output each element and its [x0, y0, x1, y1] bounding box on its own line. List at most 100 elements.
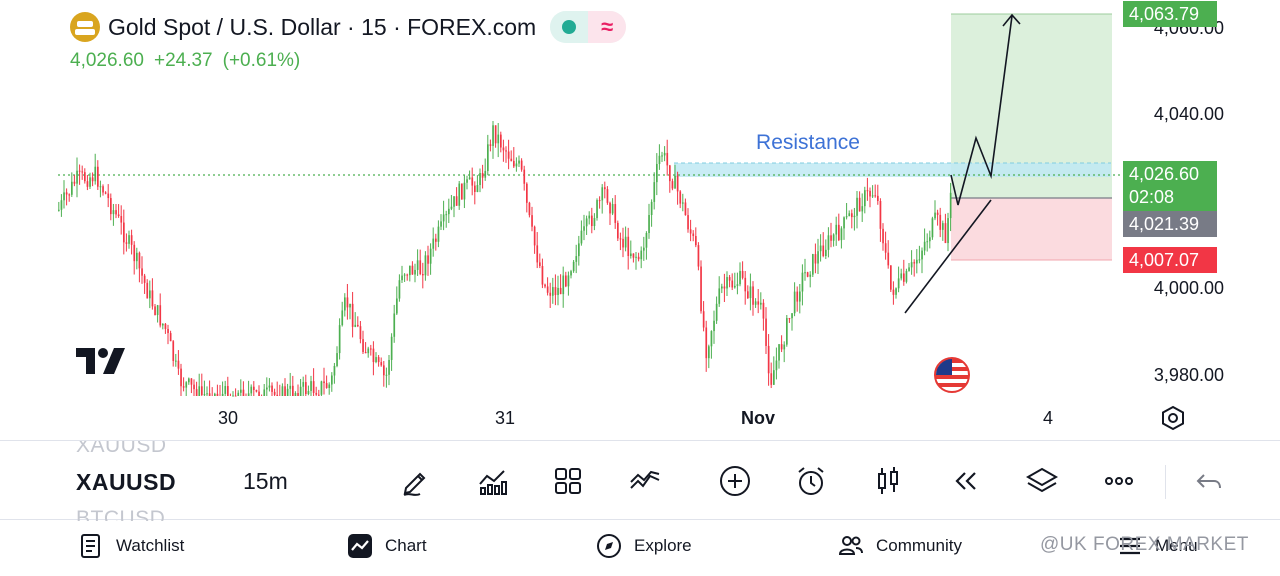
candle-body: [520, 160, 523, 170]
candle-body: [97, 166, 99, 187]
candle-body: [682, 202, 684, 204]
candle-body: [572, 261, 575, 272]
nav-menu[interactable]: Menu: [1117, 533, 1198, 559]
tradingview-logo-icon[interactable]: [76, 348, 126, 374]
compare-button[interactable]: [625, 461, 665, 501]
candle-body: [481, 172, 484, 178]
layouts-button[interactable]: [548, 461, 588, 501]
candle-body: [640, 250, 643, 260]
more-button[interactable]: [1099, 461, 1139, 501]
candle-body: [718, 288, 721, 304]
symbol-title[interactable]: Gold Spot / U.S. Dollar · 15 · FOREX.com: [108, 13, 537, 40]
us-flag-event-icon[interactable]: [934, 357, 970, 393]
candle-body: [942, 223, 944, 230]
layouts-icon: [555, 468, 581, 494]
symbol-prev[interactable]: XAUUSD: [76, 441, 167, 457]
undo-button[interactable]: [1189, 461, 1229, 501]
candle-body: [936, 212, 939, 215]
candle-body: [484, 171, 487, 178]
trendline[interactable]: [904, 199, 992, 314]
layers-button[interactable]: [1022, 461, 1062, 501]
toolbar-divider: [1165, 465, 1166, 499]
nav-watchlist[interactable]: Watchlist: [78, 533, 184, 559]
candle-body: [60, 200, 63, 210]
candle-body: [151, 290, 154, 307]
price-chart[interactable]: Resistance: [0, 0, 1280, 440]
bar-countdown: 02:08: [1129, 187, 1175, 207]
candle-body: [388, 359, 390, 375]
candle-body: [780, 344, 783, 350]
candle-body: [359, 326, 362, 340]
candle-body: [510, 158, 513, 161]
candle-body: [528, 202, 531, 216]
candle-body: [741, 270, 744, 278]
add-icon: [720, 466, 750, 496]
candle-body: [453, 196, 455, 207]
nav-explore[interactable]: Explore: [596, 533, 692, 559]
candle-type-button[interactable]: [868, 461, 908, 501]
candle-body: [923, 241, 926, 251]
candle-body: [208, 393, 211, 396]
candle-body: [695, 236, 697, 246]
resistance-zone[interactable]: [674, 163, 1111, 177]
candle-body: [104, 192, 107, 194]
nav-watchlist-label: Watchlist: [116, 536, 185, 555]
projection-path[interactable]: [950, 15, 1013, 206]
candle-body: [567, 275, 570, 287]
candle-body: [401, 275, 403, 281]
candle-body: [416, 260, 419, 270]
indicators-button[interactable]: [472, 461, 512, 501]
candle-body: [861, 206, 864, 212]
candle-body: [559, 287, 562, 295]
status-badge[interactable]: ≈: [550, 11, 627, 43]
candle-type-icon: [878, 467, 898, 494]
candle-body: [383, 365, 385, 376]
candle-body: [133, 244, 136, 262]
nav-chart[interactable]: Chart: [347, 533, 427, 559]
replay-button[interactable]: [945, 461, 985, 501]
candle-body: [617, 222, 619, 239]
candle-body: [258, 391, 260, 396]
candle-body: [864, 190, 866, 207]
candle-body: [466, 179, 468, 183]
candle-body: [728, 277, 731, 281]
candle-body: [310, 381, 312, 391]
symbol-current[interactable]: XAUUSD: [76, 469, 177, 495]
candle-body: [393, 313, 396, 337]
candle-body: [237, 392, 240, 396]
candle-body: [588, 215, 591, 219]
candle-body: [474, 185, 476, 192]
add-button[interactable]: [715, 461, 755, 501]
candle-body: [770, 373, 773, 385]
candle-body: [94, 166, 97, 182]
interval-selector[interactable]: 15m: [243, 468, 288, 494]
candle-body: [887, 252, 890, 266]
chart-toolbar: XAUUSD XAUUSD BTCUSD 15m: [0, 440, 1280, 521]
candle-body: [427, 255, 429, 264]
candle-body: [838, 224, 840, 241]
alert-button[interactable]: [791, 461, 831, 501]
candle-body: [362, 339, 364, 352]
symbol-picker[interactable]: XAUUSD XAUUSD BTCUSD: [76, 441, 216, 521]
drawing-tool-button[interactable]: [395, 461, 435, 501]
candle-body: [86, 181, 89, 187]
nav-menu-label: Menu: [1155, 536, 1198, 555]
candle-body: [552, 287, 554, 296]
candle-body: [786, 318, 788, 345]
candle-body: [671, 181, 674, 189]
resistance-label: Resistance: [756, 131, 860, 154]
candle-body: [531, 215, 533, 227]
candle-body: [107, 193, 110, 199]
candle-body: [856, 197, 858, 216]
candle-body: [281, 386, 284, 396]
candle-body: [445, 214, 448, 216]
stop-zone[interactable]: [951, 198, 1112, 260]
candle-body: [128, 235, 130, 244]
symbol-next[interactable]: BTCUSD: [76, 507, 166, 521]
chart-settings-icon[interactable]: [1160, 405, 1186, 431]
candle-body: [99, 186, 102, 188]
candle-body: [497, 134, 500, 144]
nav-community[interactable]: Community: [838, 533, 962, 559]
candle-body: [697, 245, 700, 267]
candle-body: [216, 393, 219, 396]
